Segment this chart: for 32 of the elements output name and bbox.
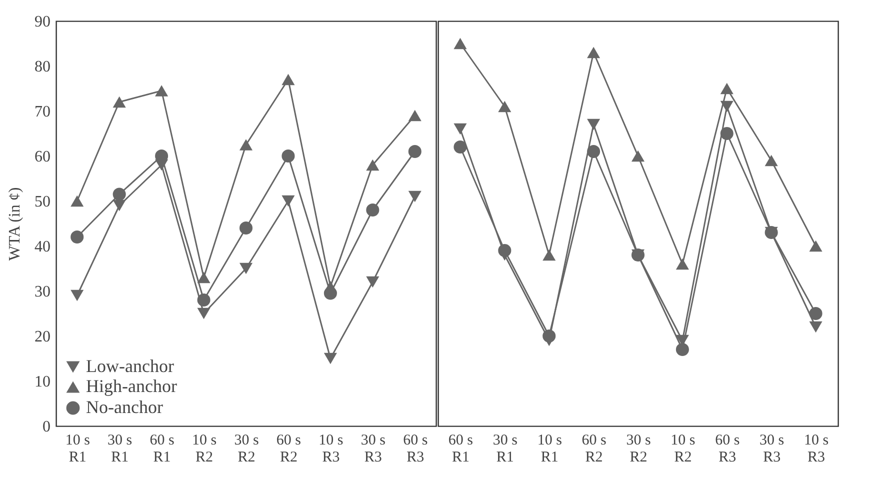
- x-tick-label: 30 s R3: [360, 432, 386, 466]
- y-tick-label: 60: [34, 148, 50, 166]
- x-tick-label: 60 s R2: [582, 432, 607, 466]
- x-tick-label: 60 s R1: [448, 432, 474, 466]
- y-tick-label: 0: [42, 418, 50, 436]
- x-tick-label: 60 s R1: [150, 432, 175, 466]
- x-tick-label: 10 s R3: [318, 432, 344, 466]
- y-axis-title: WTA (in ¢): [6, 187, 24, 261]
- y-tick-label: 70: [34, 104, 50, 120]
- x-tick-label: 30 s R2: [234, 432, 259, 466]
- y-tick-label: 30: [34, 284, 50, 300]
- x-tick-label: 10 s R2: [192, 432, 217, 466]
- x-tick-label: 30 s R3: [760, 432, 784, 466]
- x-tick-label: 60 s R3: [403, 432, 428, 466]
- x-tick-label: 30 s R1: [108, 432, 132, 466]
- legend-label: High-anchor: [86, 376, 177, 396]
- x-tick-label: 30 s R1: [492, 432, 518, 466]
- y-tick-label: 50: [34, 194, 50, 210]
- y-tick-label: 40: [34, 238, 50, 256]
- y-tick-label: 20: [34, 328, 50, 346]
- x-tick-label: 10 s R3: [804, 432, 829, 466]
- legend-label: Low-anchor: [86, 356, 174, 376]
- x-tick-label: 10 s R2: [670, 432, 696, 466]
- x-tick-label: 60 s R3: [715, 432, 740, 466]
- legend-label: No-anchor: [86, 397, 163, 417]
- x-tick-label: 30 s R2: [626, 432, 651, 466]
- x-tick-label: 60 s R2: [276, 432, 302, 466]
- y-tick-label: 90: [34, 14, 50, 30]
- x-tick-label: 10 s R1: [537, 432, 562, 466]
- x-tick-label: 10 s R1: [65, 432, 90, 466]
- y-tick-label: 10: [34, 374, 50, 390]
- y-tick-label: 80: [34, 58, 50, 76]
